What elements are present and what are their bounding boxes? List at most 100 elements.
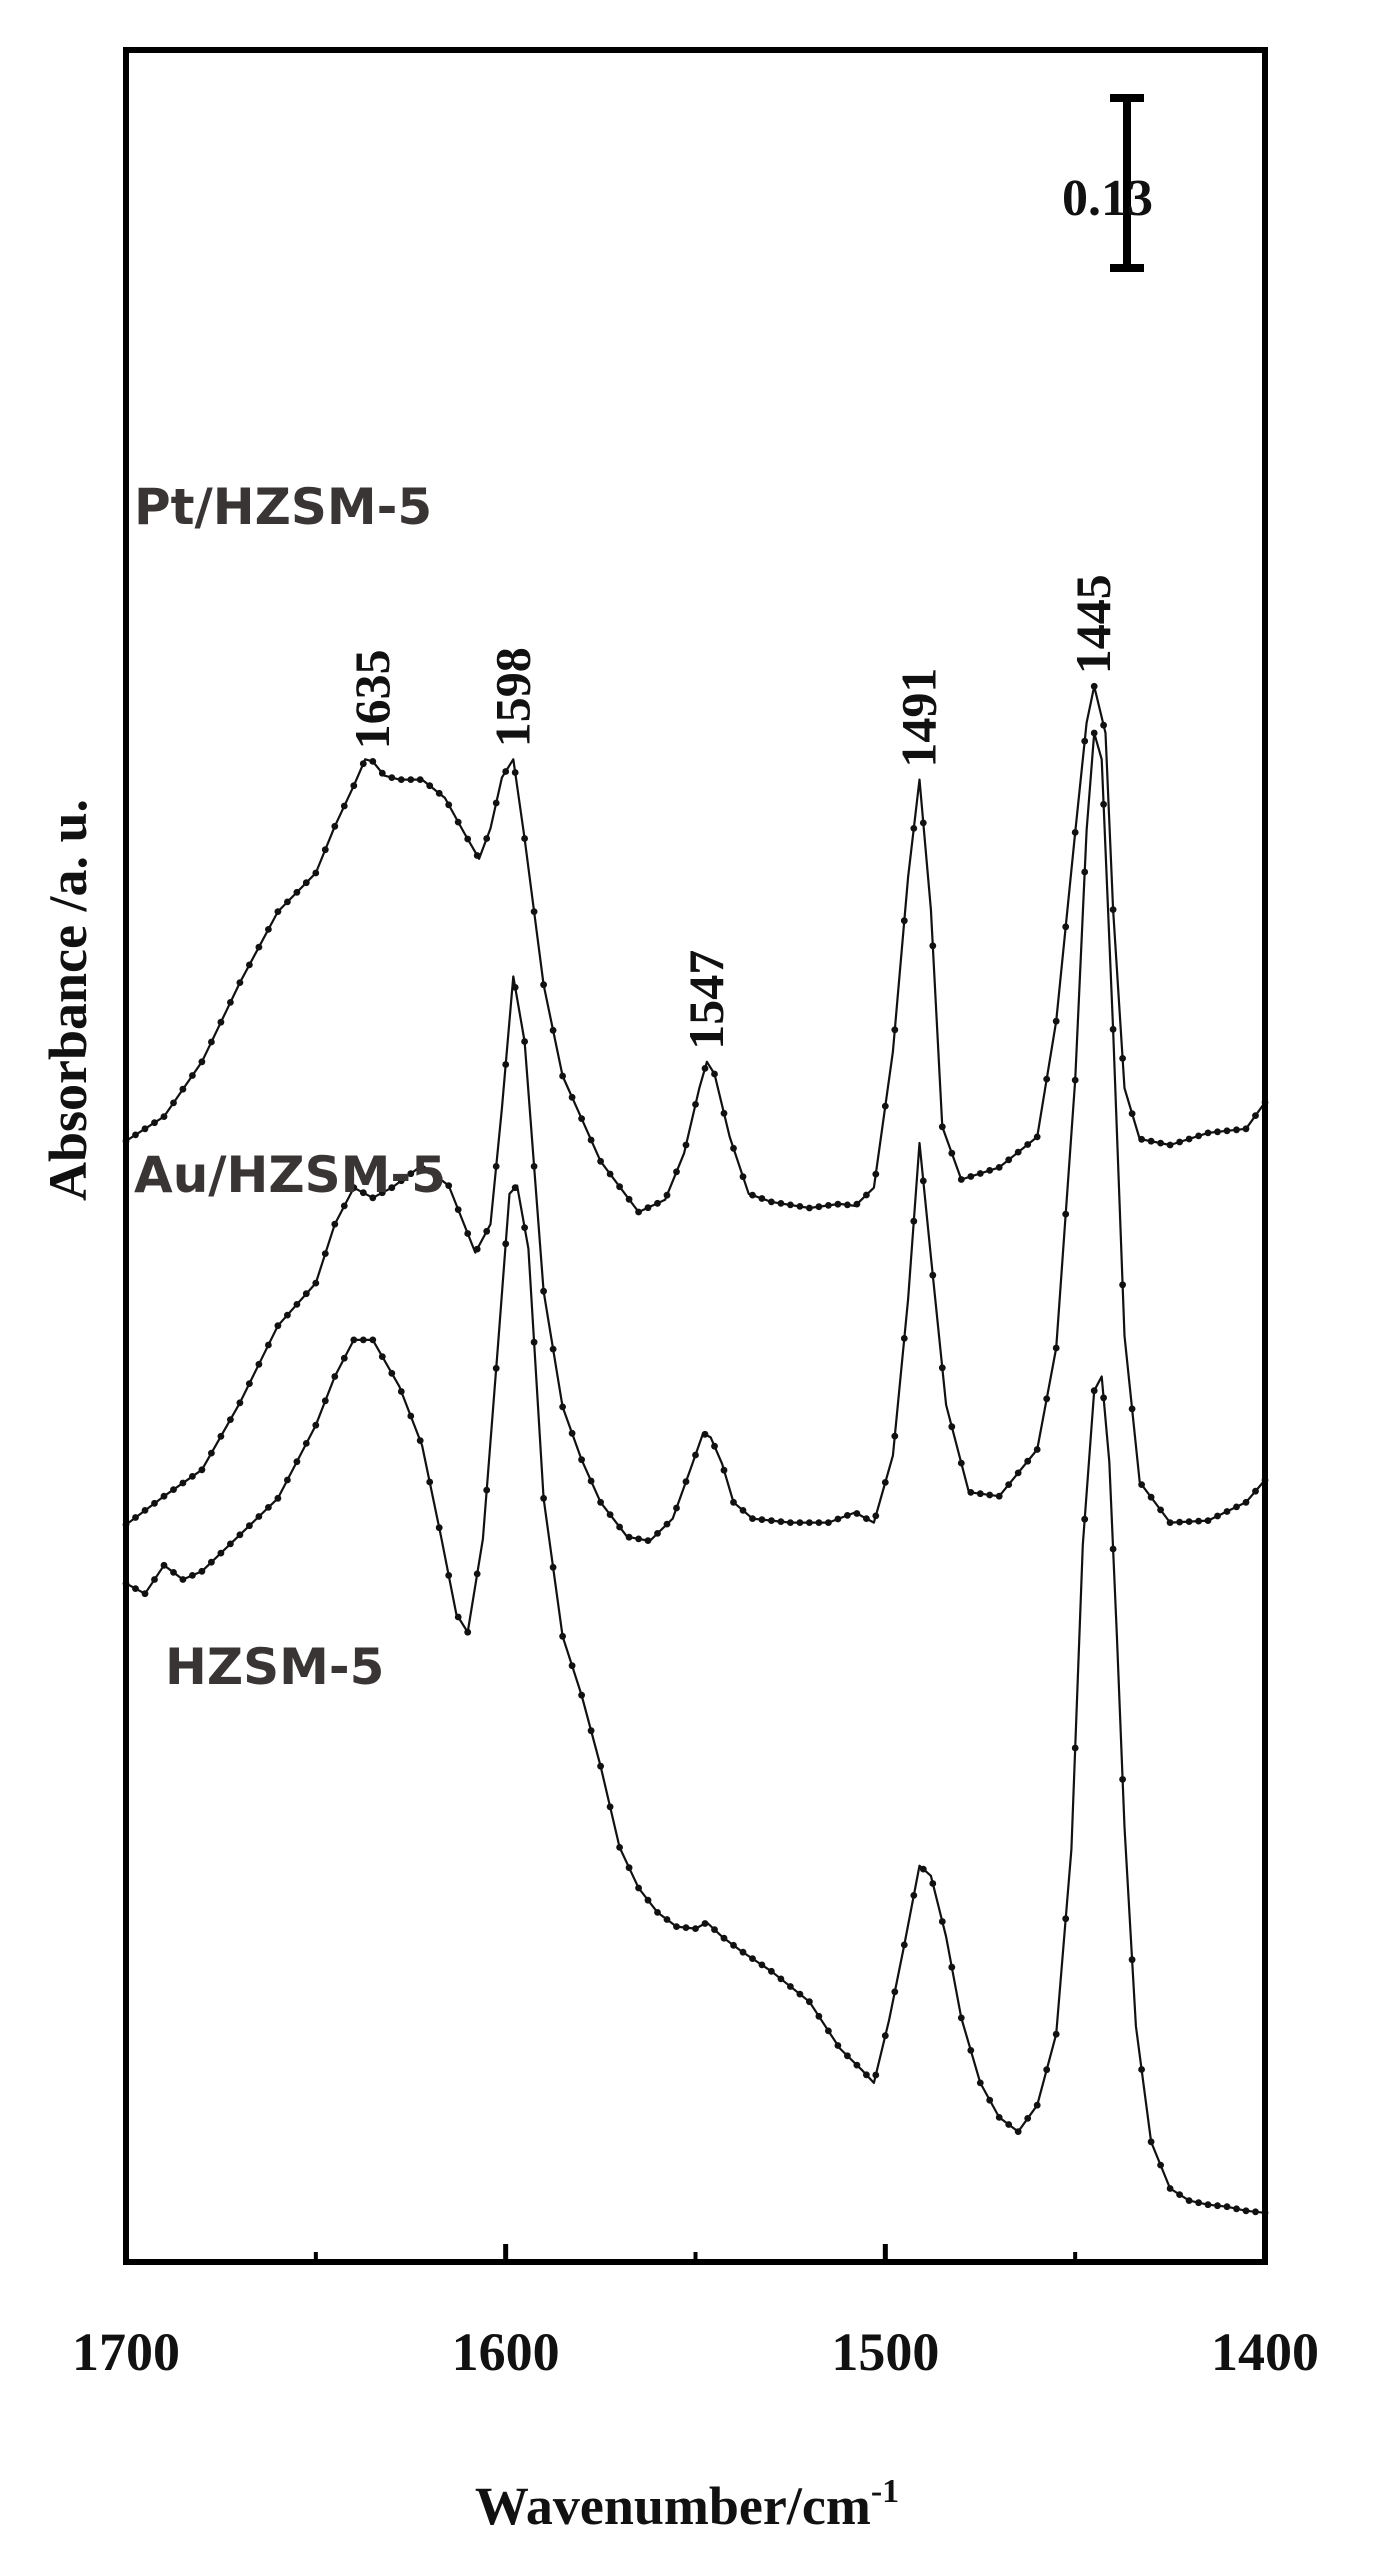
data-point [1109, 1025, 1117, 1033]
data-point [331, 822, 339, 830]
data-point [701, 1065, 709, 1072]
data-point [521, 835, 528, 842]
data-point [1005, 1156, 1013, 1164]
x-axis-label: Wavenumber/cm-1 [475, 2473, 899, 2536]
data-point [1081, 868, 1089, 876]
data-point [1214, 2202, 1221, 2210]
data-point [559, 1403, 566, 1411]
data-point [388, 1369, 396, 1377]
data-point [141, 1507, 149, 1514]
data-point [255, 1360, 263, 1368]
data-point [255, 1513, 263, 1520]
data-point [948, 1423, 956, 1431]
data-point [995, 1164, 1003, 1171]
data-point [540, 1494, 547, 1502]
data-point [416, 776, 424, 783]
data-point [625, 1533, 633, 1541]
data-point [625, 1195, 633, 1203]
data-point [587, 1727, 595, 1735]
data-point [1024, 1141, 1032, 1148]
data-point [891, 1988, 899, 1996]
data-point [768, 1967, 775, 1975]
data-point [559, 1072, 566, 1080]
data-point [986, 1167, 994, 1174]
data-point [179, 1085, 187, 1093]
data-point [967, 2046, 975, 2054]
data-point [739, 1507, 747, 1514]
data-point [853, 1510, 861, 1517]
data-point [473, 1570, 481, 1578]
series-pt-hzsm-5 [122, 682, 1269, 1216]
data-point [976, 2079, 984, 2087]
data-point [359, 1336, 367, 1344]
data-point [1223, 1508, 1231, 1515]
data-point [151, 1499, 158, 1507]
data-point [663, 1191, 671, 1199]
data-point [435, 1524, 443, 1532]
data-point [407, 776, 415, 783]
data-point [853, 2061, 861, 2069]
data-point [701, 1430, 709, 1438]
data-point [549, 1345, 557, 1353]
data-point [1223, 2203, 1231, 2211]
x-axis-label-main: Wavenumber/cm [475, 2476, 871, 2536]
data-point [900, 1941, 908, 1949]
data-point [796, 1203, 804, 1210]
data-point [445, 801, 453, 809]
data-point [777, 1518, 785, 1525]
data-point [635, 1884, 642, 1892]
data-point [160, 1561, 168, 1569]
data-point [1128, 1956, 1136, 1964]
data-point [1233, 1126, 1240, 1134]
data-point [881, 1479, 889, 1486]
data-point [198, 1466, 206, 1474]
data-point [217, 1432, 225, 1440]
scale-bar: 0.13 [1062, 94, 1153, 272]
data-point [274, 1494, 282, 1502]
data-point [511, 1184, 519, 1192]
data-point [397, 1177, 405, 1185]
data-point [502, 768, 510, 775]
data-point [910, 825, 918, 832]
data-point [1071, 1076, 1079, 1084]
data-point [246, 1522, 253, 1530]
data-point [568, 1662, 576, 1670]
data-point [730, 1498, 737, 1506]
data-point [1166, 1141, 1174, 1149]
data-point [995, 1492, 1003, 1500]
data-point [644, 1896, 652, 1904]
x-tick-label: 1600 [452, 2322, 560, 2382]
data-point [141, 1590, 149, 1598]
data-point [284, 1476, 291, 1484]
series-hzsm-5 [122, 1184, 1269, 2217]
data-point [445, 1182, 453, 1189]
data-point [217, 1549, 225, 1557]
data-point [844, 1512, 851, 1519]
data-point [825, 2027, 832, 2035]
peak-labels: 1635 1598 1547 1491 1445 [344, 574, 1121, 1050]
data-point [340, 802, 348, 810]
data-point [1252, 1487, 1259, 1495]
data-point [521, 1224, 528, 1231]
data-point [825, 1519, 832, 1526]
data-point [492, 799, 500, 807]
data-point [1062, 1210, 1070, 1218]
data-point [872, 2071, 880, 2079]
data-point [350, 1184, 358, 1192]
data-point [1242, 2207, 1250, 2215]
data-point [521, 1038, 528, 1045]
data-point [654, 1909, 661, 1916]
data-point [265, 926, 272, 933]
scale-bar-label: 0.13 [1062, 170, 1153, 227]
data-point [900, 917, 908, 925]
data-point [597, 1498, 604, 1506]
data-point [929, 942, 937, 950]
data-point [1052, 1017, 1060, 1025]
data-point [815, 1519, 823, 1526]
data-point [844, 2052, 851, 2060]
data-point [957, 1176, 965, 1183]
data-point [967, 1489, 975, 1496]
data-point [568, 1429, 576, 1437]
data-point [872, 1512, 880, 1520]
